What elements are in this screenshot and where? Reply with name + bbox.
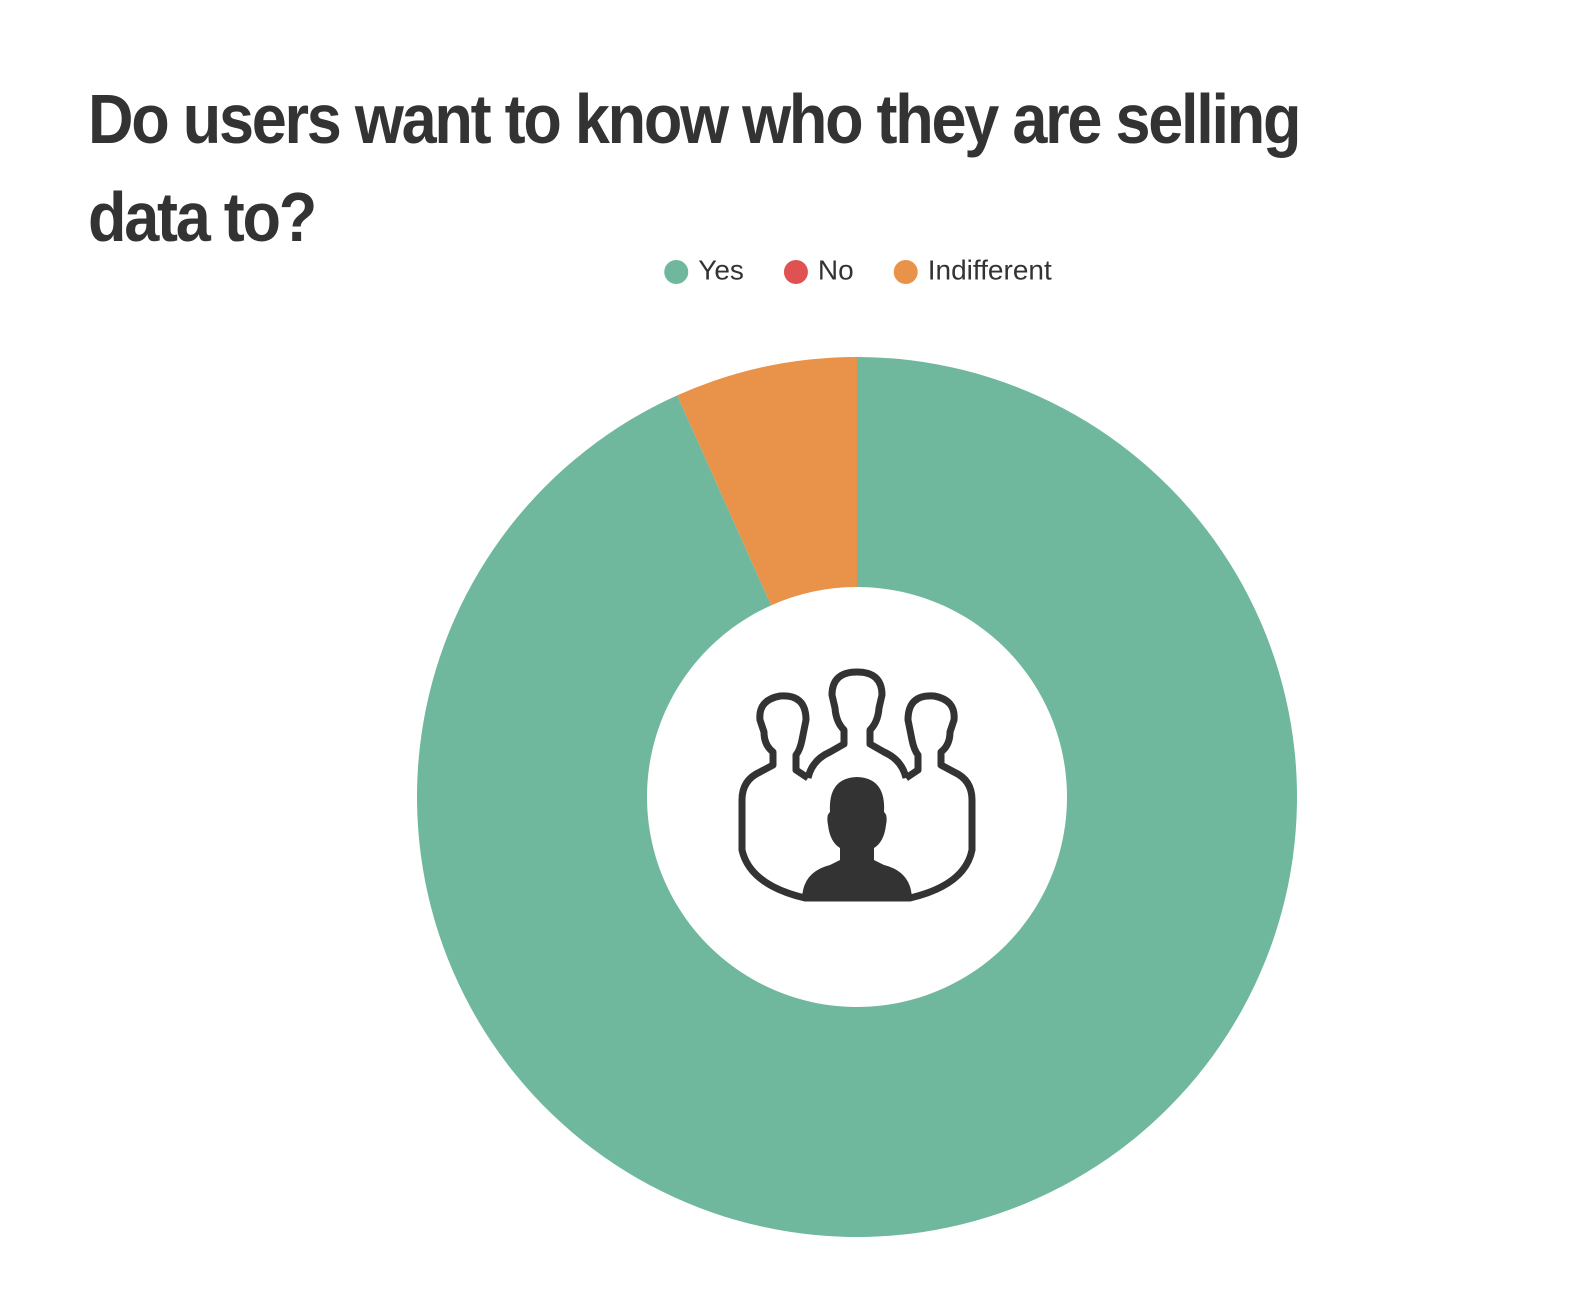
people-icon-front bbox=[802, 777, 912, 900]
legend-label: Indifferent bbox=[928, 254, 1052, 285]
legend: Yes No Indifferent bbox=[664, 254, 1052, 285]
donut-slice bbox=[677, 395, 772, 606]
legend-swatch bbox=[893, 260, 918, 284]
legend-label: No bbox=[818, 254, 854, 285]
legend-swatch bbox=[783, 260, 808, 284]
donut-slice bbox=[677, 357, 857, 606]
chart-title: Do users want to know who they are selli… bbox=[88, 80, 1301, 256]
legend-swatch bbox=[664, 260, 689, 284]
slices bbox=[416, 357, 1297, 1237]
legend-label: Yes bbox=[698, 254, 744, 285]
donut-slice bbox=[416, 357, 1297, 1237]
